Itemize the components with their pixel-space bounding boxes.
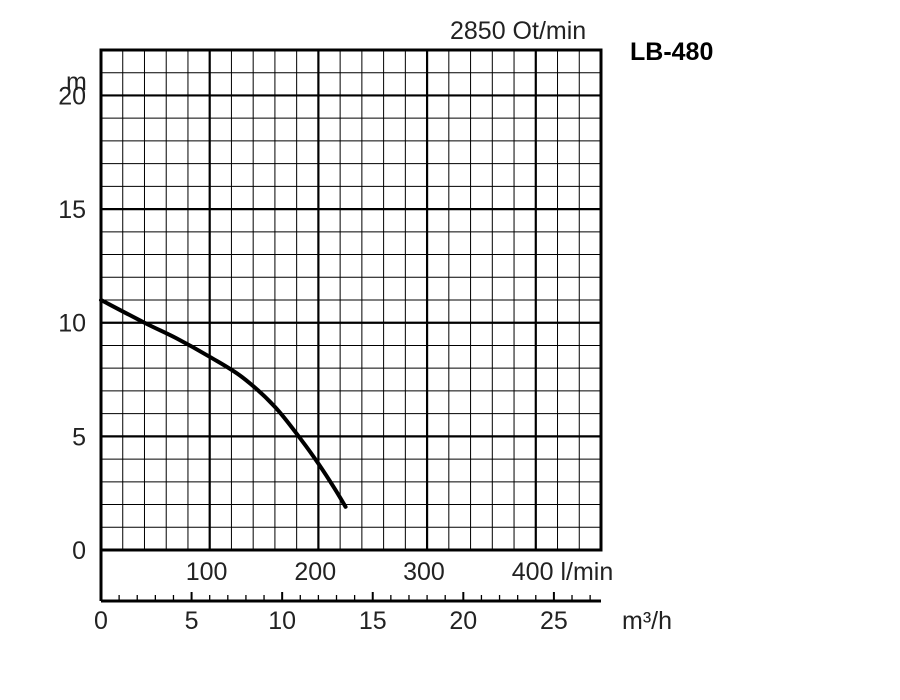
x-lmin-tick-labels: 100 200 300 400 l/min <box>186 558 614 586</box>
speed-label: 2850 Ot/min <box>450 17 586 45</box>
x-m3h-tick-label: 0 <box>94 607 108 635</box>
x-m3h-tick-label: 15 <box>359 607 387 635</box>
x-lmin-tick-label: 200 <box>294 558 336 586</box>
x-lmin-tick-label: 400 l/min <box>512 558 613 586</box>
y-tick-label: 10 <box>58 310 86 338</box>
curve-layer <box>99 298 348 509</box>
x-m3h-tick-label: 5 <box>185 607 199 635</box>
major-grid <box>101 50 601 550</box>
x-lmin-tick-label: 300 <box>403 558 445 586</box>
pump-curve-line <box>99 298 348 509</box>
lower-axis-panel <box>99 550 601 603</box>
x-m3h-tick-label: 20 <box>449 607 477 635</box>
x-lmin-tick-label: 100 <box>186 558 228 586</box>
y-tick-labels: 0 5 10 15 20 <box>58 82 86 565</box>
y-tick-label: 15 <box>58 196 86 224</box>
x-m3h-tick-labels: 0 5 10 15 20 25 <box>94 607 568 635</box>
model-label: LB-480 <box>630 38 713 66</box>
y-tick-label: 0 <box>72 537 86 565</box>
y-tick-label: 20 <box>58 82 86 110</box>
minor-grid <box>101 50 601 550</box>
x-m3h-tick-label: 25 <box>540 607 568 635</box>
y-axis-unit-label: m <box>66 68 87 96</box>
x-axis-m3h-unit-label: m³/h <box>622 607 672 635</box>
x-m3h-tick-label: 10 <box>268 607 296 635</box>
y-tick-label: 5 <box>72 423 86 451</box>
